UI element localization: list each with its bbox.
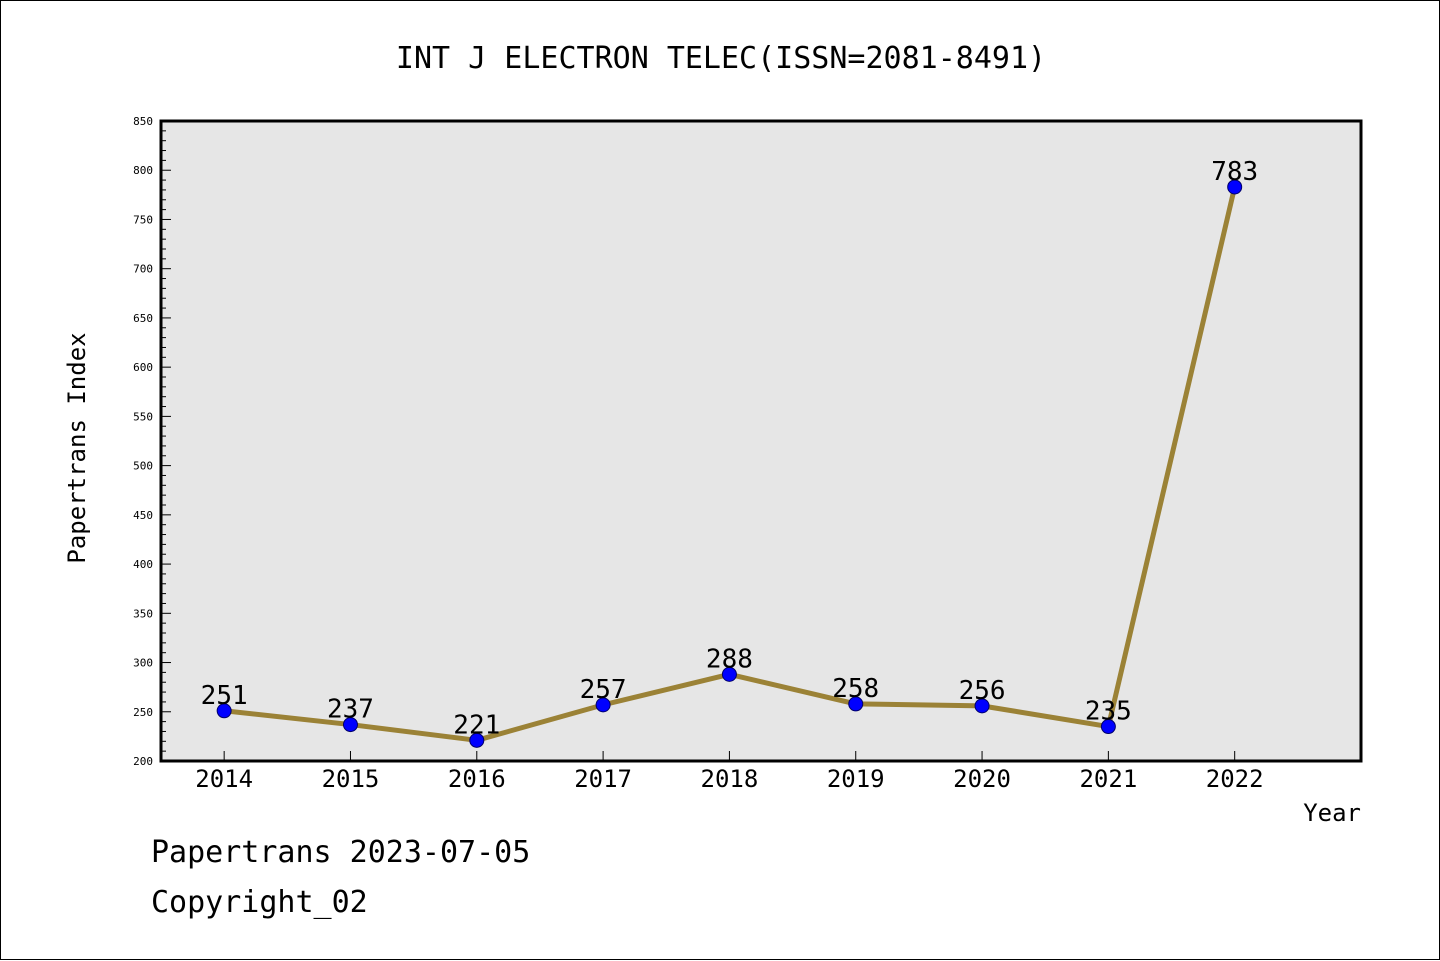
data-point	[469, 732, 485, 748]
y-tick-label: 250	[133, 706, 153, 719]
y-tick-label: 650	[133, 312, 153, 325]
footer-copyright: Copyright_02	[151, 885, 368, 920]
x-tick-label: 2014	[195, 765, 253, 793]
data-label: 257	[580, 675, 627, 705]
data-point	[974, 698, 990, 714]
y-tick-label: 750	[133, 213, 153, 226]
y-tick-label: 550	[133, 410, 153, 423]
y-tick-label: 300	[133, 657, 153, 670]
data-label: 237	[327, 695, 374, 725]
x-tick-label: 2016	[448, 765, 506, 793]
y-tick-label: 400	[133, 558, 153, 571]
data-point	[848, 696, 864, 712]
plot-frame	[159, 119, 1363, 763]
data-point	[595, 697, 611, 713]
x-tick-label: 2021	[1079, 765, 1137, 793]
y-axis-title: Papertrans Index	[63, 332, 91, 563]
data-label: 235	[1085, 697, 1132, 727]
chart-title: INT J ELECTRON TELEC(ISSN=2081-8491)	[396, 41, 1046, 76]
x-tick-label: 2019	[827, 765, 885, 793]
data-label: 288	[706, 644, 753, 674]
data-label: 251	[201, 681, 248, 711]
data-point	[216, 703, 232, 719]
data-point	[1227, 179, 1243, 195]
data-point	[342, 717, 358, 733]
y-tick-label: 700	[133, 263, 153, 276]
data-label: 783	[1211, 157, 1258, 187]
data-point	[1100, 719, 1116, 735]
x-tick-label: 2018	[701, 765, 759, 793]
data-label: 256	[959, 676, 1006, 706]
data-label: 258	[832, 674, 879, 704]
y-tick-label: 500	[133, 460, 153, 473]
data-point	[721, 666, 737, 682]
x-tick-label: 2022	[1206, 765, 1264, 793]
x-tick-label: 2015	[322, 765, 380, 793]
x-tick-label: 2017	[574, 765, 632, 793]
y-tick-label: 850	[133, 115, 153, 128]
y-tick-label: 350	[133, 607, 153, 620]
y-tick-label: 800	[133, 164, 153, 177]
data-label: 221	[453, 710, 500, 740]
y-tick-label: 200	[133, 755, 153, 768]
plot-background	[161, 121, 1361, 761]
y-tick-label: 450	[133, 509, 153, 522]
footer-date-line: Papertrans 2023-07-05	[151, 835, 531, 870]
x-tick-label: 2020	[953, 765, 1011, 793]
y-tick-label: 600	[133, 361, 153, 374]
x-axis-title: Year	[1303, 799, 1361, 827]
plot-area: 200 250 300 350 400 450 500 550 600 650 700 750 800 8…	[133, 115, 1363, 793]
